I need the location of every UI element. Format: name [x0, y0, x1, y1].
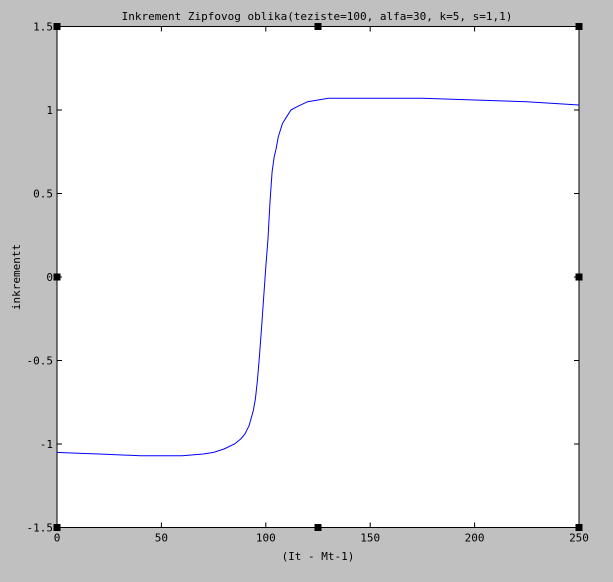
y-tick-label: -1 — [40, 438, 53, 451]
selection-handle[interactable] — [314, 524, 322, 531]
x-tick-label: 50 — [155, 532, 168, 545]
selection-handles[interactable] — [53, 23, 583, 531]
selection-handle[interactable] — [53, 524, 61, 531]
selection-handle[interactable] — [53, 23, 61, 30]
selection-handle[interactable] — [314, 23, 322, 30]
y-tick-label: 1 — [46, 104, 53, 117]
x-tick-label: 200 — [465, 532, 485, 545]
x-tick-label: 100 — [256, 532, 276, 545]
x-tick-label: 150 — [360, 532, 380, 545]
x-axis: 0 50 100 150 200 250 — [54, 26, 589, 545]
y-tick-label: -1.5 — [27, 522, 54, 535]
selection-handle[interactable] — [575, 524, 583, 531]
y-tick-label: 0 — [46, 271, 53, 284]
selection-handle[interactable] — [575, 273, 583, 281]
y-tick-label: 0.5 — [33, 188, 53, 201]
selection-handle[interactable] — [575, 23, 583, 30]
y-tick-label: 1.5 — [33, 21, 53, 34]
selection-handle[interactable] — [53, 273, 61, 281]
x-tick-label: 250 — [569, 532, 589, 545]
y-tick-label: -0.5 — [27, 355, 54, 368]
plot-area — [56, 26, 580, 528]
data-series-line — [56, 97, 580, 457]
x-axis-label: (It - Mt-1) — [282, 550, 355, 563]
y-axis: -1.5 -1 -0.5 0 0.5 1 1.5 — [27, 21, 579, 535]
x-tick-label: 0 — [54, 532, 61, 545]
chart-title: Inkrement Zipfovog oblika(teziste=100, a… — [122, 10, 513, 23]
y-axis-label: inkrementt — [10, 244, 23, 310]
